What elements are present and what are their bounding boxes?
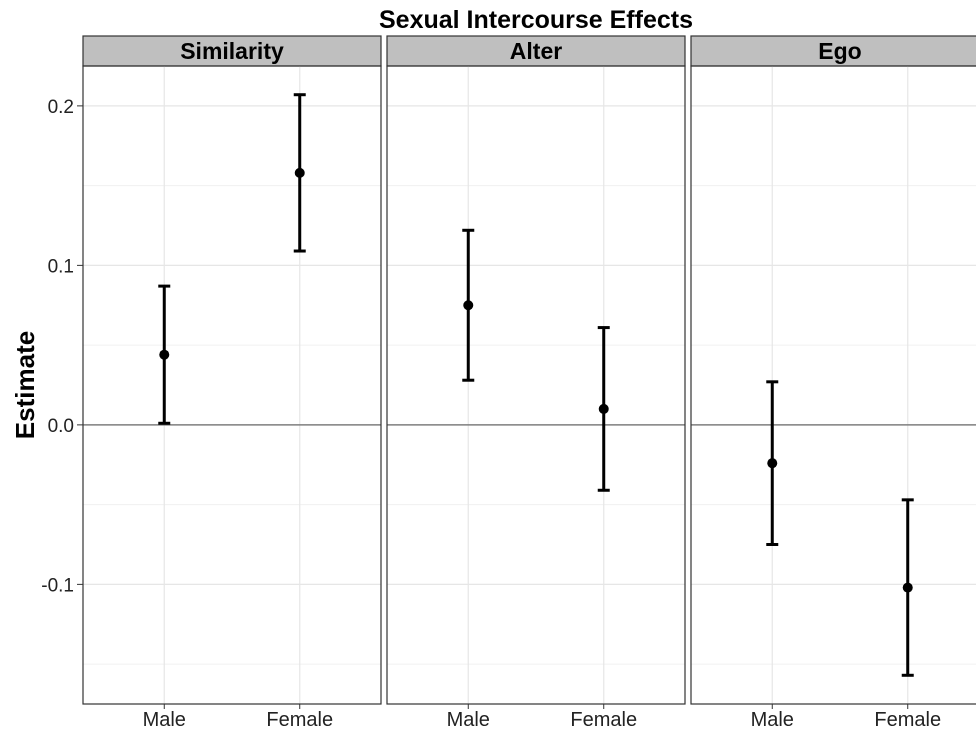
estimate-point <box>902 582 913 593</box>
panel-similarity: Similarity Male Female <box>82 35 382 730</box>
x-tick-label: Female <box>570 709 637 730</box>
facet-strip-label: Ego <box>818 38 861 64</box>
plot-layer: -0.1 0.0 0.1 0.2 Similarity Male Female Alter Ma… <box>41 35 976 730</box>
estimate-point <box>294 167 305 178</box>
panel-border <box>82 65 382 705</box>
estimate-point <box>463 300 474 311</box>
y-axis-label: Estimate <box>10 331 40 439</box>
x-tick-label: Male <box>143 709 186 730</box>
y-tick-label: -0.1 <box>41 575 74 596</box>
y-tick-label: 0.2 <box>48 97 74 118</box>
facet-strip <box>82 35 382 67</box>
panel-alter: Alter Male Female <box>386 35 686 730</box>
x-tick-label: Male <box>751 709 794 730</box>
estimate-point <box>767 458 778 469</box>
panel-ego: Ego Male Female <box>690 35 976 730</box>
x-tick-label: Female <box>874 709 941 730</box>
y-tick-label: 0.1 <box>48 256 74 277</box>
facet-strip <box>386 35 686 67</box>
y-tick-label: 0.0 <box>48 416 74 437</box>
x-tick-label: Female <box>266 709 333 730</box>
estimate-point <box>598 403 609 414</box>
estimate-point <box>159 349 170 360</box>
panel-border <box>690 65 976 705</box>
facet-strip-label: Alter <box>510 38 562 64</box>
panel-border <box>386 65 686 705</box>
chart-title: Sexual Intercourse Effects <box>379 6 693 34</box>
facet-strip-label: Similarity <box>180 38 284 64</box>
x-tick-label: Male <box>447 709 490 730</box>
facet-strip <box>690 35 976 67</box>
